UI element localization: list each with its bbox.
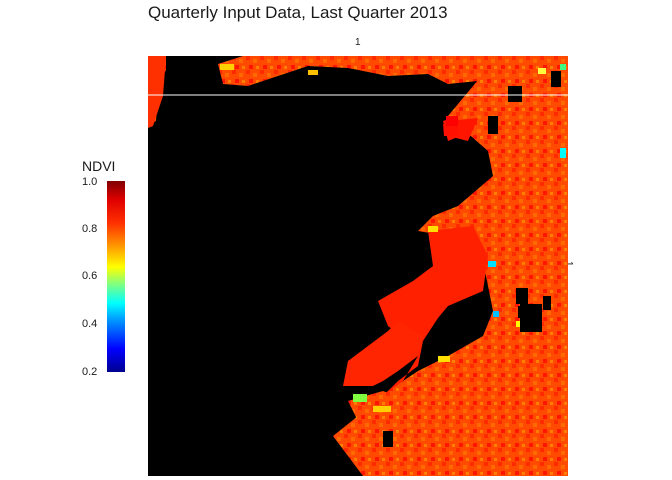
land-region-center xyxy=(376,226,488,401)
legend-tick-label: 0.2 xyxy=(82,366,98,378)
land-region-islet-3 xyxy=(446,116,458,126)
legend-tick-label: 1.0 xyxy=(82,176,98,188)
land-region-east xyxy=(333,56,568,476)
land-region-north xyxy=(218,56,498,86)
facet-strip-top-label: 1 xyxy=(355,37,361,48)
legend-tick-label: 0.8 xyxy=(82,223,98,235)
legend-tick-label: 0.4 xyxy=(82,318,98,330)
ndvi-raster-map xyxy=(148,56,568,476)
ndvi-colorbar xyxy=(107,181,125,372)
land-region-south xyxy=(343,321,423,386)
legend-title: NDVI xyxy=(82,158,116,174)
legend-tick-label: 0.6 xyxy=(82,270,98,282)
plot-title: Quarterly Input Data, Last Quarter 2013 xyxy=(148,3,448,22)
land-region-southwest xyxy=(348,391,468,476)
land-region-patch-west xyxy=(148,56,166,128)
